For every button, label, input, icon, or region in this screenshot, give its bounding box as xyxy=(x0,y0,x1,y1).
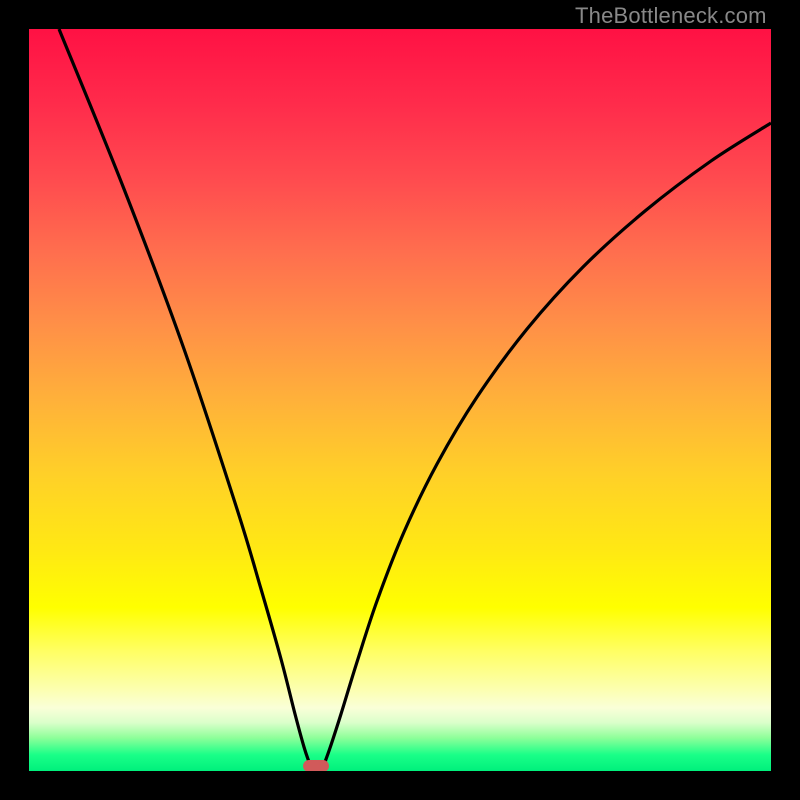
watermark-text: TheBottleneck.com xyxy=(575,3,767,29)
plot-area xyxy=(29,29,771,771)
gradient-background xyxy=(29,29,771,771)
minimum-marker xyxy=(303,760,329,771)
chart-svg xyxy=(29,29,771,771)
